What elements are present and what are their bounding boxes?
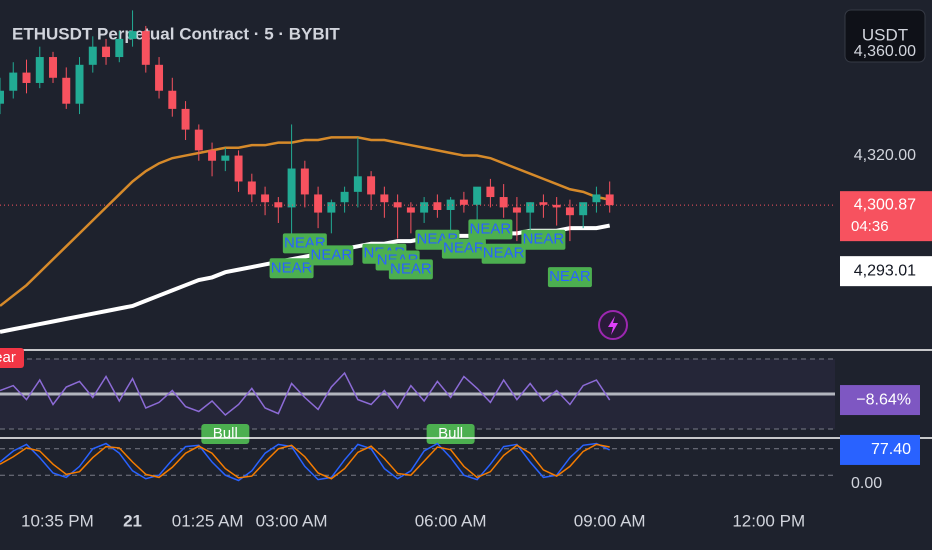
candle-body bbox=[168, 90, 177, 109]
signal-label: NEAR bbox=[390, 260, 432, 277]
candle-body bbox=[420, 202, 429, 213]
pane-value-label: −8.64% bbox=[856, 391, 911, 408]
price-tick-label: 4,360.00 bbox=[854, 43, 916, 60]
alert-bolt bbox=[608, 316, 618, 335]
candle-body bbox=[0, 90, 4, 104]
price-tick-label: 4,320.00 bbox=[854, 147, 916, 164]
signal-box bbox=[481, 243, 526, 264]
signal-label: NEAR bbox=[549, 268, 591, 285]
currency-label[interactable]: USDT bbox=[862, 25, 908, 44]
signal-label: NEAR bbox=[443, 240, 485, 257]
candle-body bbox=[486, 186, 495, 198]
signal-label: NEAR bbox=[271, 259, 313, 276]
candle-body bbox=[128, 31, 137, 39]
oscillator-line bbox=[0, 442, 611, 482]
candle-body bbox=[274, 202, 283, 208]
candle-body bbox=[406, 207, 415, 213]
candle-body bbox=[221, 155, 230, 161]
time-tick-label: 01:25 AM bbox=[172, 511, 244, 530]
level-label: 4,293.01 bbox=[854, 262, 916, 279]
candle-body bbox=[433, 202, 442, 210]
signal-box bbox=[269, 258, 314, 279]
signal-box bbox=[0, 348, 24, 368]
candle-body bbox=[473, 186, 482, 205]
signal-box bbox=[441, 238, 486, 259]
candle-body bbox=[340, 191, 349, 203]
signal-label: Bull bbox=[213, 425, 238, 442]
signal-box bbox=[201, 424, 250, 444]
candle-body bbox=[512, 207, 521, 213]
candle-body bbox=[393, 202, 402, 208]
oscillator-line bbox=[0, 443, 610, 480]
signal-label: NEAR bbox=[523, 231, 565, 248]
candle-body bbox=[327, 202, 336, 213]
candle-body bbox=[353, 176, 362, 192]
signal-label: NEAR bbox=[470, 220, 512, 237]
signal-label: NEAR bbox=[483, 245, 525, 262]
signal-box bbox=[468, 219, 513, 240]
signal-label: Bear bbox=[0, 349, 16, 366]
signal-box bbox=[388, 259, 433, 280]
candle-body bbox=[194, 129, 203, 151]
candle-body bbox=[367, 176, 376, 195]
candle-body bbox=[9, 72, 18, 91]
candle-body bbox=[261, 194, 270, 203]
time-tick-label: 10:35 PM bbox=[21, 511, 94, 530]
level-box bbox=[840, 256, 932, 287]
time-tick-label: 09:00 AM bbox=[574, 511, 646, 530]
candle-body bbox=[181, 108, 190, 130]
time-tick-label: 12:00 PM bbox=[732, 511, 805, 530]
candle-body bbox=[75, 64, 84, 104]
signal-box bbox=[521, 229, 566, 250]
candle-body bbox=[459, 199, 468, 205]
candle-body bbox=[35, 57, 44, 83]
candle-body bbox=[102, 46, 111, 58]
time-tick-label: 06:00 AM bbox=[415, 511, 487, 530]
candle-body bbox=[314, 194, 323, 213]
candle-body bbox=[539, 202, 548, 205]
candle-body bbox=[115, 38, 124, 58]
pane-floor-label: 0.00 bbox=[851, 475, 882, 492]
chart-title: ETHUSDT Perpetual Contract · 5 · BYBIT bbox=[12, 24, 340, 43]
pane-value-box bbox=[840, 385, 920, 416]
candle-body bbox=[208, 150, 217, 161]
candle-body bbox=[579, 202, 588, 216]
signal-box bbox=[426, 424, 475, 444]
candle-body bbox=[155, 64, 164, 91]
candle-body bbox=[552, 204, 561, 208]
time-tick-label: 21 bbox=[123, 511, 142, 530]
signal-label: Bull bbox=[438, 425, 463, 442]
last-price-box bbox=[840, 191, 932, 242]
candle-body bbox=[565, 207, 574, 216]
candle-body bbox=[88, 46, 97, 65]
oscillator-line bbox=[0, 371, 611, 417]
signal-box bbox=[309, 245, 354, 266]
candle-body bbox=[141, 31, 150, 65]
candle-body bbox=[62, 77, 71, 104]
candle-body bbox=[234, 155, 243, 182]
last-price-label: 4,300.87 bbox=[854, 196, 916, 213]
candle-body bbox=[380, 194, 389, 203]
candle-body bbox=[49, 57, 57, 78]
countdown-label: 04:36 bbox=[851, 218, 889, 235]
pane-value-box bbox=[840, 434, 920, 465]
candle-body bbox=[287, 168, 296, 208]
time-tick-label: 03:00 AM bbox=[256, 511, 328, 530]
candle-body bbox=[605, 194, 614, 206]
candle-body bbox=[446, 199, 455, 210]
candle-body bbox=[592, 194, 601, 203]
signal-label: NEAR bbox=[311, 246, 353, 263]
candle-body bbox=[300, 168, 309, 195]
pane-value-label: 77.40 bbox=[871, 441, 911, 458]
candle-body bbox=[247, 181, 256, 195]
candle-body bbox=[22, 72, 31, 83]
candle-body bbox=[526, 202, 535, 213]
moving-average bbox=[0, 136, 610, 307]
currency-button[interactable] bbox=[844, 9, 926, 63]
candle-body bbox=[499, 197, 508, 208]
signal-box bbox=[547, 267, 592, 288]
